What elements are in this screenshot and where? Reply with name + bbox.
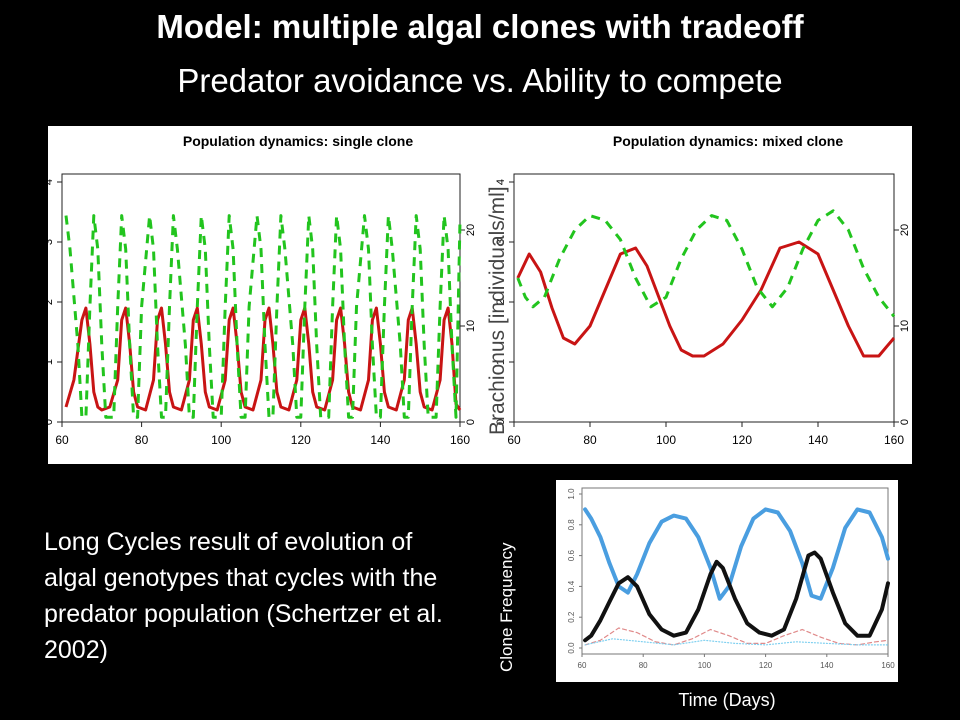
y-tick-label-left: 2 [48, 299, 55, 305]
x-tick-label: 100 [211, 433, 231, 447]
clone-frequency-series-line [583, 550, 890, 643]
y-tick-label-left: 1 [48, 359, 55, 365]
y-tick-label-right: 20 [465, 224, 477, 236]
y-tick-label: 0.8 [567, 519, 576, 531]
y-tick-label-left: 4 [48, 179, 55, 185]
x-tick-label: 100 [698, 661, 712, 670]
x-tick-label: 160 [450, 433, 470, 447]
y-tick-label-right: 0 [899, 419, 911, 425]
chart-title: Population dynamics: mixed clone [613, 133, 843, 149]
plot-frame [581, 487, 889, 655]
x-tick-label: 60 [507, 433, 521, 447]
clone-frequency-panel: 60 80 100 120 140 160 0.0 0.2 0.4 0.6 0.8 1.0 [556, 480, 898, 682]
x-tick-label: 60 [578, 661, 587, 670]
x-tick-label: 120 [759, 661, 773, 670]
chart-title: Population dynamics: single clone [183, 133, 413, 149]
x-tick-label: 80 [583, 433, 597, 447]
y-tick-label-left: 3 [495, 239, 507, 245]
algae-series-line [64, 306, 462, 412]
predator-series-line [64, 214, 462, 419]
predator-series-line [516, 209, 896, 318]
x-tick-label: 80 [639, 661, 648, 670]
y-tick-label-left: 2 [495, 299, 507, 305]
x-tick-label: 160 [881, 661, 895, 670]
y-tick-label-right: 0 [465, 419, 477, 425]
clone-frequency-series-line [584, 638, 889, 646]
x-tick-label: 60 [55, 433, 69, 447]
x-tick-label: 120 [732, 433, 752, 447]
clone-frequency-series-line [584, 627, 889, 646]
top-charts-panel: Population dynamics: single clone 60 80 100… [43, 126, 912, 464]
clone-frequency-series-line [583, 507, 890, 601]
x-tick-label: 140 [820, 661, 834, 670]
x-tick-label: 120 [291, 433, 311, 447]
body-text: Long Cycles result of evolution of algal… [44, 528, 443, 664]
slide-title: Model: multiple algal clones with tradeo… [156, 8, 804, 45]
y-tick-label-left: 0 [48, 419, 55, 425]
x-tick-label: 140 [370, 433, 390, 447]
y-tick-label: 0.0 [567, 642, 576, 654]
x-tick-label: 140 [808, 433, 828, 447]
algae-series-line [516, 240, 896, 358]
x-tick-label: 100 [656, 433, 676, 447]
clone-frequency-chart: 60 80 100 120 140 160 0.0 0.2 0.4 0.6 0.8 1.0 [567, 487, 895, 670]
y-tick-label-left: 1 [495, 359, 507, 365]
clone-frequency-y-label: Clone Frequency [497, 542, 516, 672]
overlay-y-axis-label: Brachionus [individuals/ml] [486, 186, 509, 435]
y-tick-label-right: 10 [899, 320, 911, 332]
y-tick-label: 0.2 [567, 611, 576, 623]
slide-subtitle: Predator avoidance vs. Ability to compet… [177, 62, 783, 99]
y-tick-label: 1.0 [567, 488, 576, 500]
plot-frame [513, 173, 895, 423]
y-tick-label-left: 0 [495, 419, 507, 425]
y-tick-label-left: 4 [495, 179, 507, 185]
y-tick-label-left: 3 [48, 239, 55, 245]
plot-frame [61, 173, 461, 423]
y-tick-label: 0.6 [567, 549, 576, 561]
x-tick-label: 160 [884, 433, 904, 447]
time-x-label: Time (Days) [678, 690, 776, 710]
x-tick-label: 80 [135, 433, 149, 447]
y-tick-label: 0.4 [567, 580, 576, 592]
y-tick-label-right: 20 [899, 224, 911, 236]
y-tick-label-right: 10 [465, 320, 477, 332]
